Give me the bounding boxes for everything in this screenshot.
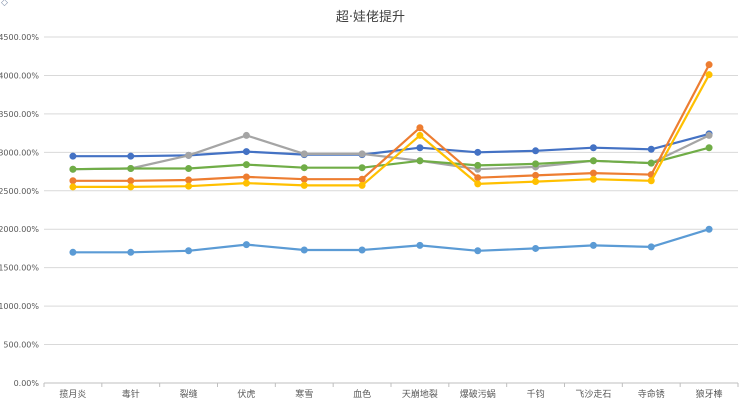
y-tick-label: 2500.00% xyxy=(0,187,39,196)
data-point xyxy=(647,159,655,167)
data-point xyxy=(532,171,540,179)
series-line xyxy=(72,74,711,188)
x-tick-label: 狼牙棒 xyxy=(696,388,723,400)
data-point xyxy=(474,247,482,255)
data-point xyxy=(589,175,597,183)
x-tick-label: 毒针 xyxy=(122,388,140,400)
data-point xyxy=(532,178,540,186)
data-point xyxy=(416,241,424,249)
data-point xyxy=(242,161,250,169)
x-tick-label: 飞沙走石 xyxy=(575,389,611,400)
data-point xyxy=(358,246,366,254)
data-point xyxy=(589,241,597,249)
data-point xyxy=(242,173,250,181)
data-point xyxy=(474,174,482,182)
x-tick-label: 揽月炎 xyxy=(59,388,86,400)
x-tick-label: 裂缝 xyxy=(180,388,198,400)
data-point xyxy=(474,148,482,156)
y-tick-label: 2000.00% xyxy=(0,225,39,234)
data-point xyxy=(69,177,77,185)
x-tick-label: 伏虎 xyxy=(237,388,255,400)
data-point xyxy=(300,164,308,172)
data-point xyxy=(242,241,250,249)
data-point xyxy=(300,246,308,254)
series-line xyxy=(72,228,710,254)
data-point xyxy=(416,144,424,152)
data-point xyxy=(358,175,366,183)
chevron-icon: ◇ xyxy=(1,0,8,8)
x-tick-label: 爆破污蜗 xyxy=(460,388,496,400)
data-point xyxy=(185,182,193,190)
data-point xyxy=(416,124,424,132)
y-tick-label: 3500.00% xyxy=(0,110,39,119)
data-point xyxy=(532,147,540,155)
data-point xyxy=(242,148,250,156)
x-tick-label: 寒雪 xyxy=(295,388,313,400)
y-tick-label: 4000.00% xyxy=(0,71,39,80)
data-point xyxy=(300,150,308,158)
data-point xyxy=(474,161,482,169)
x-tick-label: 血色 xyxy=(353,388,371,400)
data-point xyxy=(416,131,424,139)
series-line xyxy=(72,64,711,182)
series-line xyxy=(72,146,710,171)
data-point xyxy=(127,164,135,172)
data-point xyxy=(127,248,135,256)
data-point xyxy=(185,151,193,159)
data-point xyxy=(589,169,597,177)
data-point xyxy=(127,152,135,160)
data-point xyxy=(300,181,308,189)
y-tick-label: 500.00% xyxy=(3,341,39,350)
data-point xyxy=(647,145,655,153)
data-point xyxy=(127,177,135,185)
data-point xyxy=(705,144,713,152)
data-point xyxy=(358,164,366,172)
data-point xyxy=(705,131,713,139)
data-point xyxy=(242,179,250,187)
x-tick-label: 天崩地裂 xyxy=(402,388,438,400)
y-tick-label: 0.00% xyxy=(14,379,40,388)
data-point xyxy=(705,225,713,233)
data-point xyxy=(358,150,366,158)
data-point xyxy=(705,61,713,69)
x-tick-label: 寺命锈 xyxy=(638,388,665,400)
data-point xyxy=(185,164,193,172)
data-point xyxy=(589,144,597,152)
data-point xyxy=(705,71,713,79)
y-tick-label: 1500.00% xyxy=(0,264,39,273)
data-point xyxy=(69,165,77,173)
chart-title: 超·娃佬提升 xyxy=(335,10,406,25)
y-tick-label: 4500.00% xyxy=(0,33,39,42)
data-point xyxy=(474,180,482,188)
data-point xyxy=(185,247,193,255)
data-point xyxy=(647,177,655,185)
data-point xyxy=(69,183,77,191)
x-tick-label: 千钧 xyxy=(527,388,545,400)
y-tick-label: 1000.00% xyxy=(0,302,39,311)
data-point xyxy=(532,244,540,252)
series-line xyxy=(72,132,710,158)
data-point xyxy=(242,131,250,139)
data-point xyxy=(300,175,308,183)
y-tick-label: 3000.00% xyxy=(0,148,39,157)
data-point xyxy=(127,183,135,191)
data-point xyxy=(416,157,424,165)
data-point xyxy=(647,243,655,251)
data-point xyxy=(185,176,193,184)
data-point xyxy=(532,160,540,168)
data-point xyxy=(358,181,366,189)
data-point xyxy=(69,152,77,160)
data-point xyxy=(589,157,597,165)
data-point xyxy=(69,248,77,256)
